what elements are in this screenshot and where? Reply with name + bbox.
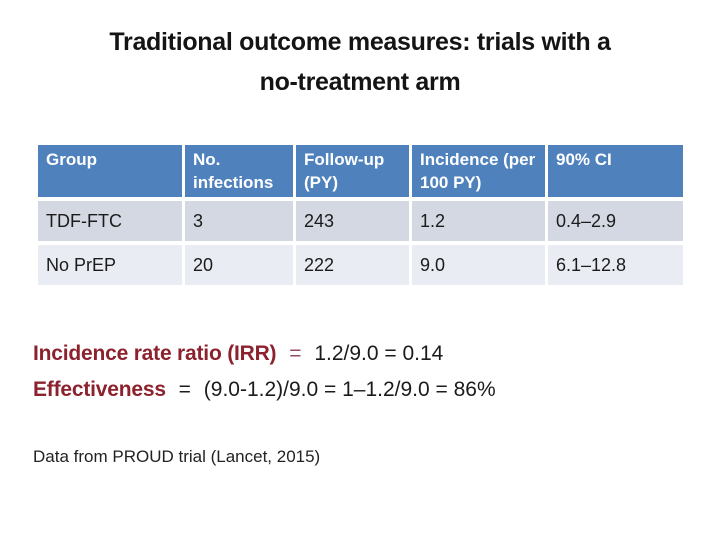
col-header-followup: Follow-up (PY)	[296, 145, 409, 197]
slide-title-line-1: Traditional outcome measures: trials wit…	[109, 28, 611, 56]
irr-expression: 1.2/9.0 = 0.14	[314, 342, 444, 365]
table-cell: 222	[296, 245, 409, 285]
col-header-infections: No. infections	[185, 145, 293, 197]
slide-title: Traditional outcome measures: trials wit…	[0, 22, 720, 102]
irr-equals-sign: =	[289, 342, 302, 365]
table-cell: 6.1–12.8	[548, 245, 683, 285]
table-cell: 3	[185, 201, 293, 241]
table-cell: 1.2	[412, 201, 545, 241]
results-table: Group No. infections Follow-up (PY) Inci…	[38, 145, 683, 285]
table-cell: No PrEP	[38, 245, 182, 285]
table-cell: 243	[296, 201, 409, 241]
effectiveness-formula-line: Effectiveness = (9.0-1.2)/9.0 = 1–1.2/9.…	[33, 372, 496, 408]
col-header-incidence: Incidence (per 100 PY)	[412, 145, 545, 197]
table-cell: 0.4–2.9	[548, 201, 683, 241]
slide-title-line-2: no-treatment arm	[259, 68, 461, 96]
analysis-text: Incidence rate ratio (IRR) = 1.2/9.0 = 0…	[33, 336, 496, 408]
irr-formula-line: Incidence rate ratio (IRR) = 1.2/9.0 = 0…	[33, 336, 496, 372]
table-cell: 20	[185, 245, 293, 285]
col-header-group: Group	[38, 145, 182, 197]
source-note: Data from PROUD trial (Lancet, 2015)	[33, 447, 321, 466]
table-cell: TDF-FTC	[38, 201, 182, 241]
irr-label: Incidence rate ratio (IRR)	[33, 342, 277, 365]
table-cell: 9.0	[412, 245, 545, 285]
effectiveness-expression: (9.0-1.2)/9.0 = 1–1.2/9.0 = 86%	[203, 378, 496, 401]
col-header-ci: 90% CI	[548, 145, 683, 197]
effectiveness-label: Effectiveness	[33, 378, 166, 401]
effectiveness-equals-sign: =	[178, 378, 191, 401]
